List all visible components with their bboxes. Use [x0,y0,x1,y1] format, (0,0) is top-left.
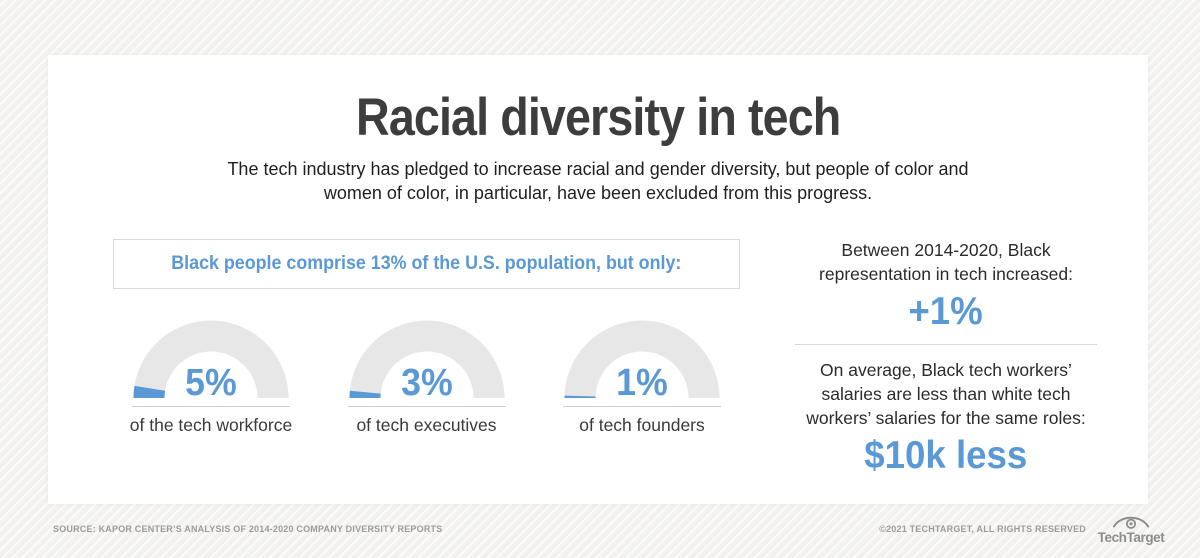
stats-divider [795,344,1097,346]
logo-wordmark: TechTarget [1097,530,1165,545]
gauge-track-arc [564,320,720,399]
semicircle-gauge-chart: 3% [347,316,507,405]
gauge-arc-svg [349,320,504,399]
gauge-label: of the tech workforce [129,415,293,436]
gauge-value: 1% [616,362,668,405]
gauge-tech-workforce: 5% of the tech workforce [113,316,309,436]
stat-value-representation: +1% [795,292,1097,331]
gauge-panel-heading-box: Black people comprise 13% of the U.S. po… [113,239,740,290]
eye-target-icon [1112,516,1150,529]
page-title: Racial diversity in tech [48,91,1148,144]
gauge-arc-svg [133,320,289,399]
page-footer: SOURCE: KAPOR CENTER’S ANALYSIS OF 2014-… [53,513,1165,545]
gauge-label: of tech executives [356,415,497,436]
stat-heading-representation: Between 2014-2020, Black representation … [819,240,1073,284]
page-subtitle: The tech industry has pledged to increas… [227,159,969,204]
gauge-panel-heading: Black people comprise 13% of the U.S. po… [171,253,682,275]
stat-value-text: +1% [908,290,984,334]
gauge-tech-founders: 1% of tech founders [544,316,740,436]
source-credit: SOURCE: KAPOR CENTER’S ANALYSIS OF 2014-… [53,524,443,534]
gauge-label: of tech founders [579,415,705,436]
semicircle-gauge-chart: 1% [562,316,722,405]
gauge-underline [563,406,721,408]
footer-right-group: ©2021 TECHTARGET, ALL RIGHTS RESERVED Te… [879,513,1165,545]
semicircle-gauge-chart: 5% [131,316,291,405]
copyright-text: ©2021 TECHTARGET, ALL RIGHTS RESERVED [879,524,1086,534]
gauge-value: 5% [185,362,237,405]
gauge-track-arc [349,320,504,399]
stat-heading-salary: On average, Black tech workers’ salaries… [806,360,1086,428]
gauge-value: 3% [400,362,453,405]
page-title-text: Racial diversity in tech [355,88,841,147]
content-row: Black people comprise 13% of the U.S. po… [48,239,1148,475]
stats-column: Between 2014-2020, Black representation … [795,239,1097,475]
infographic-card: Racial diversity in tech The tech indust… [48,55,1148,504]
gauge-row: 5% of the tech workforce 3% of tech ex [113,316,740,436]
techtarget-logo: TechTarget [1097,513,1165,545]
gauge-tech-executives: 3% of tech executives [329,316,525,436]
gauge-underline [347,406,506,408]
stat-value-text: $10k less [864,434,1028,478]
gauge-panel: Black people comprise 13% of the U.S. po… [113,239,740,475]
stat-value-salary: $10k less [795,436,1097,475]
gauge-track-arc [133,320,289,399]
gauge-underline [132,406,290,408]
gauge-arc-svg [564,320,720,399]
